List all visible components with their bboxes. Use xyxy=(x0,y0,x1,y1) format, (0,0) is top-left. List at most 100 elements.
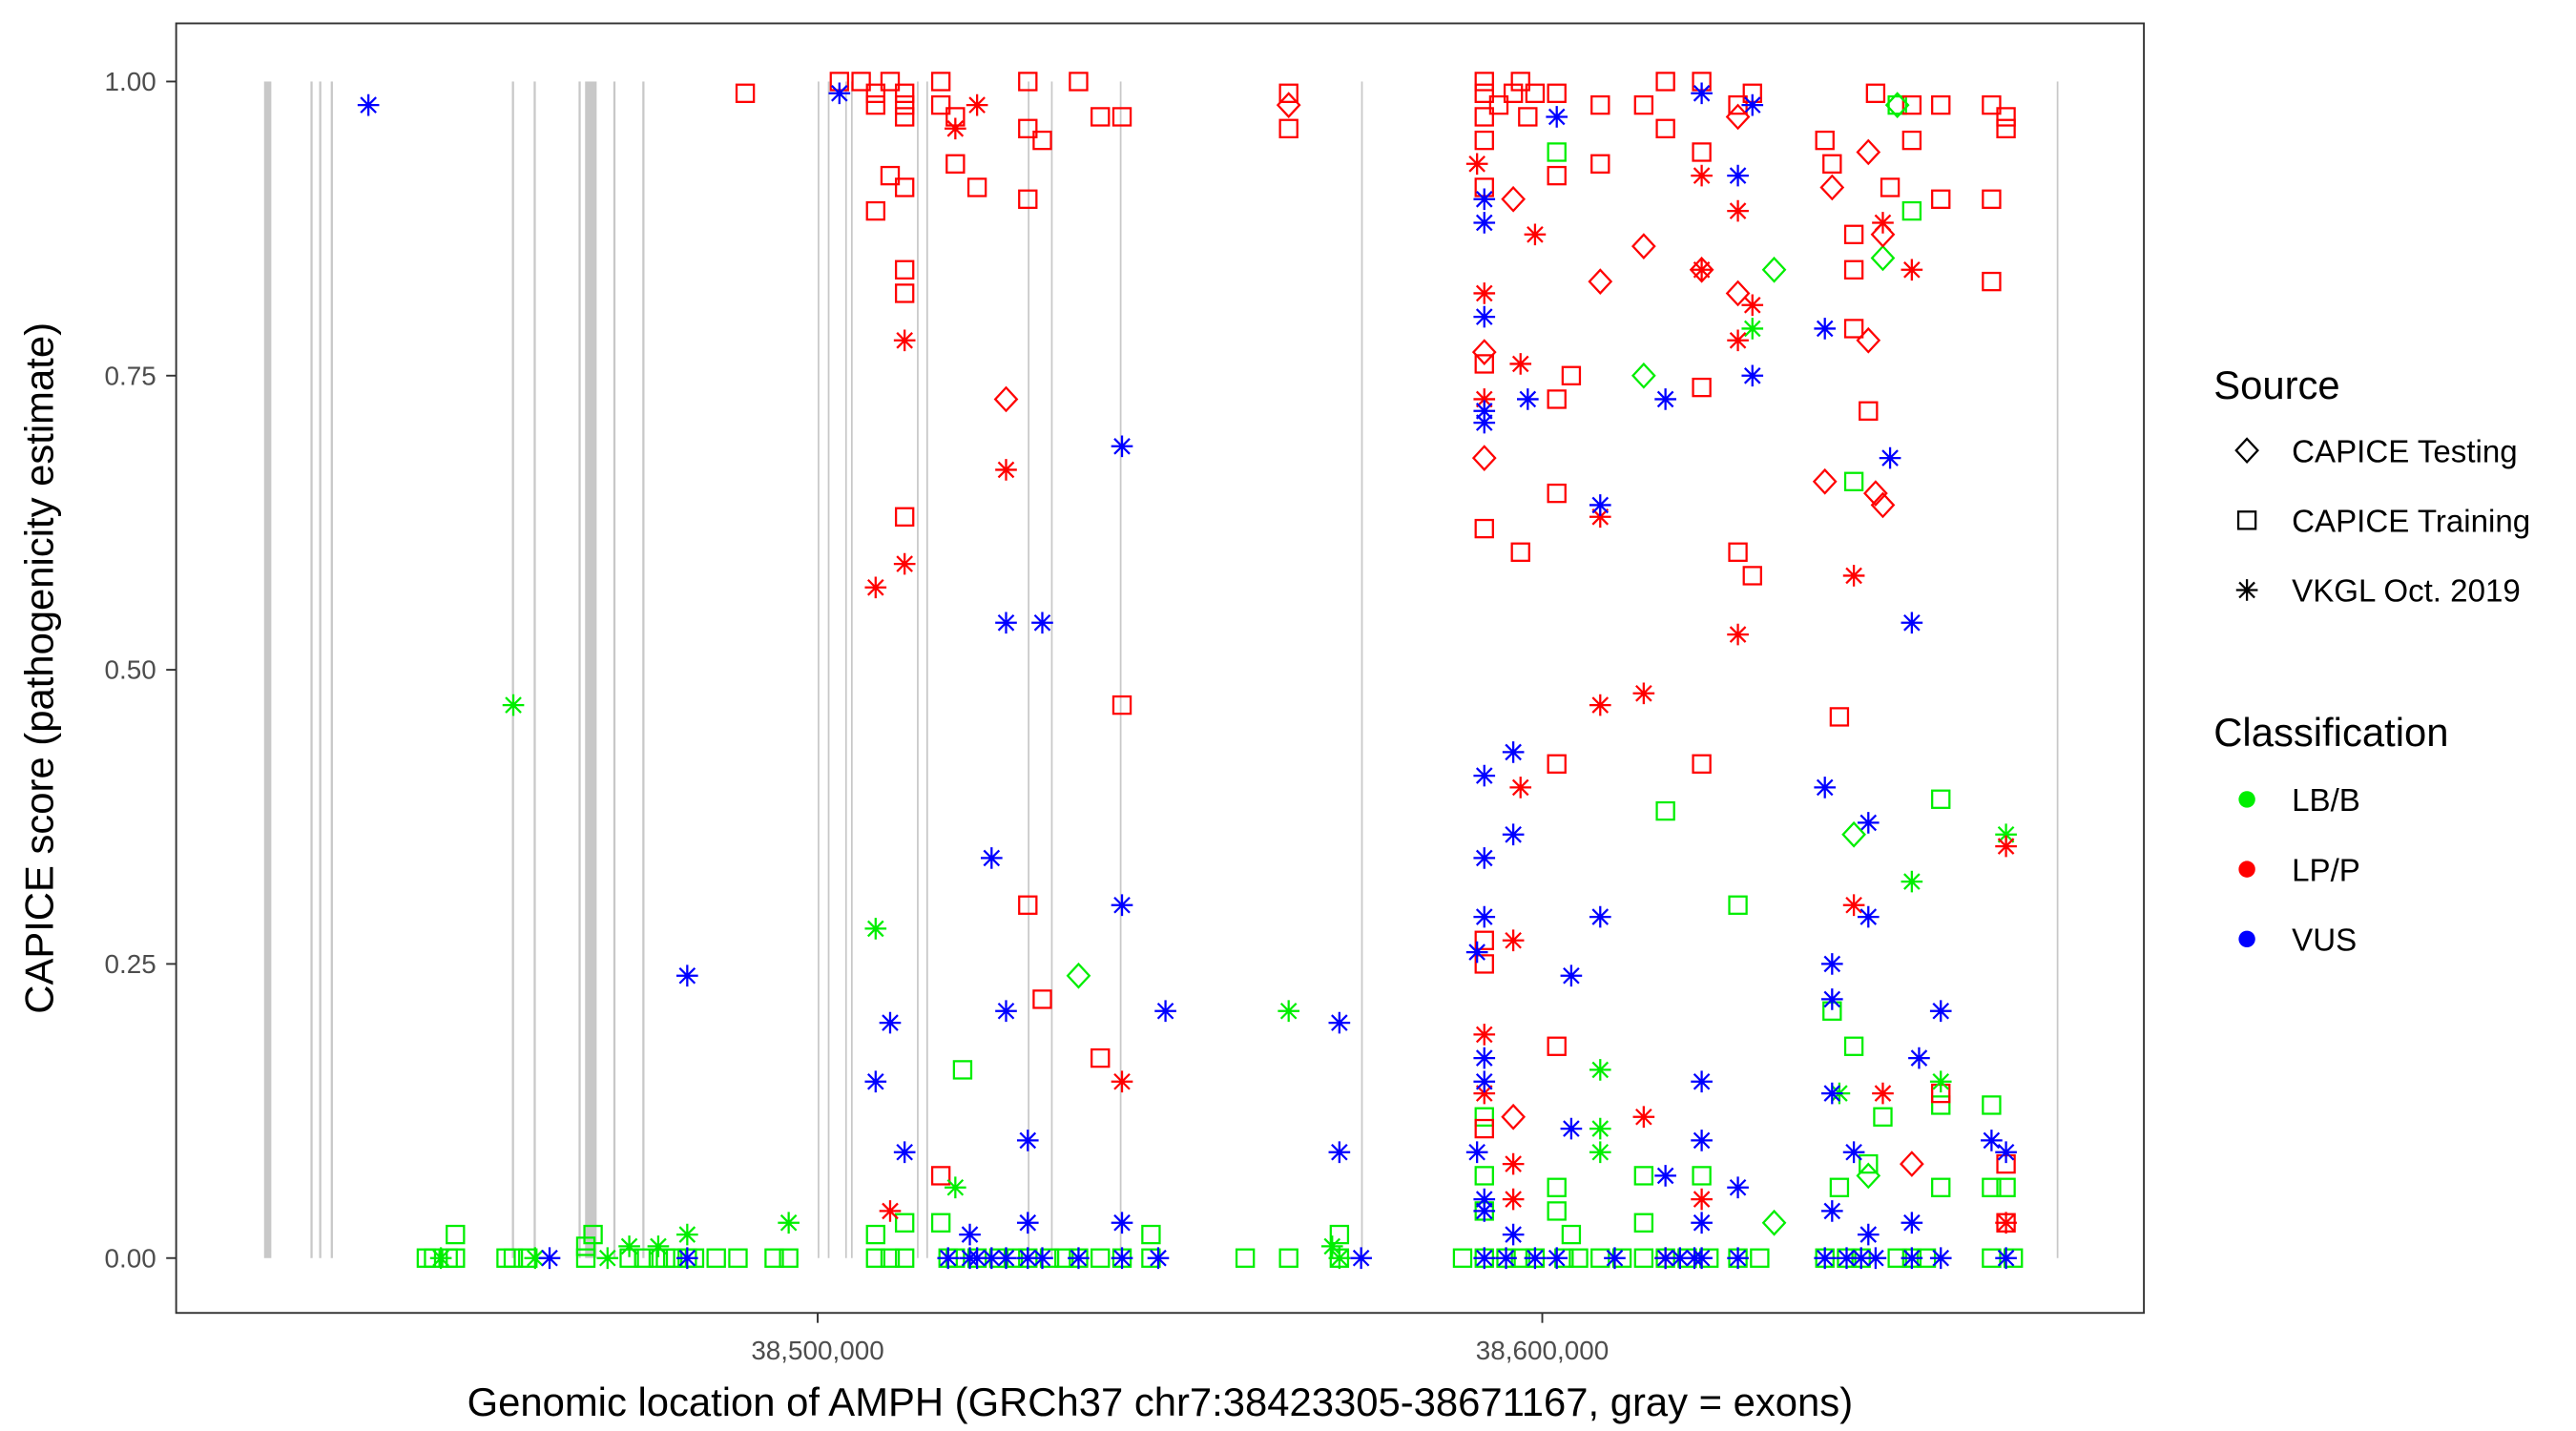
point-asterisk-lp-p xyxy=(945,117,966,140)
point-square-lp-p xyxy=(1032,989,1052,1009)
point-square-lb-b xyxy=(1931,1095,1951,1115)
point-square-lp-p xyxy=(1547,754,1567,774)
point-asterisk-vus xyxy=(1836,1247,1858,1270)
point-asterisk-vus xyxy=(1328,1011,1351,1034)
point-asterisk-vus xyxy=(1814,318,1837,340)
point-square-lp-p xyxy=(1547,483,1567,504)
point-diamond-lb-b xyxy=(1761,1209,1787,1236)
point-square-lp-p xyxy=(735,83,756,103)
point-square-lb-b xyxy=(1829,1177,1850,1197)
point-square-lp-p xyxy=(1503,83,1524,103)
point-asterisk-lb-b xyxy=(864,918,887,940)
point-square-lp-p xyxy=(1278,118,1298,138)
point-asterisk-vus xyxy=(1879,446,1901,469)
point-asterisk-lp-p xyxy=(1509,777,1532,798)
point-square-lp-p xyxy=(1901,94,1922,115)
legend-square-icon xyxy=(2236,510,2257,530)
exon-line xyxy=(850,81,853,1258)
point-asterisk-vus xyxy=(1842,1141,1865,1164)
legend-class-label: VUS xyxy=(2292,923,2357,958)
point-diamond-lp-p xyxy=(1863,480,1888,507)
point-diamond-lp-p xyxy=(1588,268,1613,295)
point-diamond-lp-p xyxy=(1856,138,1881,166)
point-asterisk-lb-b xyxy=(778,1212,800,1234)
point-asterisk-lb-b xyxy=(1589,1059,1611,1081)
point-square-lp-p xyxy=(880,72,901,92)
exon-line xyxy=(511,81,514,1258)
point-square-lb-b xyxy=(1235,1248,1256,1268)
point-asterisk-lp-p xyxy=(995,459,1017,481)
point-asterisk-vus xyxy=(1820,1082,1843,1105)
point-asterisk-vus xyxy=(1111,1247,1133,1270)
point-asterisk-lb-b xyxy=(502,694,525,716)
exon-line xyxy=(263,81,272,1258)
point-asterisk-vus xyxy=(1473,400,1496,423)
point-asterisk-vus xyxy=(1814,777,1837,798)
point-square-lb-b xyxy=(1329,1224,1350,1245)
point-diamond-lb-b xyxy=(1870,244,1896,272)
point-square-lp-p xyxy=(1561,365,1582,385)
point-asterisk-vus xyxy=(937,1247,960,1270)
point-asterisk-vus xyxy=(1016,1247,1039,1270)
point-asterisk-vus xyxy=(1016,1130,1039,1151)
point-square-lb-b xyxy=(1547,1177,1567,1197)
point-asterisk-vus xyxy=(1901,1212,1923,1234)
point-square-lb-b xyxy=(1568,1248,1589,1268)
point-square-lp-p xyxy=(865,83,885,103)
point-asterisk-vus xyxy=(1111,435,1133,458)
data-points xyxy=(357,72,2024,1270)
point-square-lp-p xyxy=(1815,130,1835,151)
point-asterisk-lp-p xyxy=(1727,199,1749,222)
point-square-lb-b xyxy=(1561,1224,1582,1245)
point-square-lb-b xyxy=(1887,94,1907,115)
legend-dot-icon xyxy=(2238,930,2255,947)
point-square-lb-b xyxy=(1750,1248,1770,1268)
point-asterisk-lb-b xyxy=(1901,870,1923,893)
point-square-lp-p xyxy=(1982,94,2002,115)
point-square-lp-p xyxy=(1091,1047,1111,1068)
point-diamond-lp-p xyxy=(1689,256,1714,283)
point-asterisk-vus xyxy=(1328,1141,1351,1164)
point-square-lp-p xyxy=(865,94,885,115)
point-square-lb-b xyxy=(1996,1177,2016,1197)
point-asterisk-vus xyxy=(966,1247,988,1270)
point-square-lb-b xyxy=(1728,895,1748,915)
point-square-lp-p xyxy=(1547,1036,1567,1056)
point-asterisk-lp-p xyxy=(1111,1070,1133,1093)
point-asterisk-vus xyxy=(676,964,698,987)
point-square-lp-p xyxy=(1843,259,1864,280)
point-asterisk-lp-p xyxy=(1842,894,1865,917)
point-diamond-lb-b xyxy=(1841,820,1866,848)
point-asterisk-vus xyxy=(1147,1247,1170,1270)
point-asterisk-lp-p xyxy=(1524,223,1547,246)
x-axis: 38,500,000 38,600,000 xyxy=(751,1313,1609,1365)
point-asterisk-vus xyxy=(1981,1130,2003,1151)
point-square-lp-p xyxy=(1111,107,1132,127)
point-asterisk-lp-p xyxy=(1741,294,1764,317)
point-asterisk-lb-b xyxy=(596,1247,619,1270)
point-asterisk-vus xyxy=(1031,612,1053,634)
point-asterisk-lp-p xyxy=(1509,353,1532,375)
point-asterisk-lp-p xyxy=(1473,1082,1496,1105)
point-square-lb-b xyxy=(1873,1107,1893,1127)
point-asterisk-vus xyxy=(1929,1000,1952,1023)
exon-line xyxy=(917,81,919,1258)
point-asterisk-vus xyxy=(1654,1165,1676,1187)
point-square-lp-p xyxy=(1859,401,1879,421)
point-square-lp-p xyxy=(1474,130,1494,151)
point-asterisk-lb-b xyxy=(1589,1141,1611,1164)
point-asterisk-lb-b xyxy=(1589,1117,1611,1140)
point-asterisk-vus xyxy=(1473,1247,1496,1270)
point-square-lp-p xyxy=(1931,189,1951,209)
point-asterisk-vus xyxy=(1589,905,1611,928)
point-square-lb-b xyxy=(446,1224,466,1245)
point-square-lb-b xyxy=(634,1248,654,1268)
point-square-lb-b xyxy=(1141,1224,1161,1245)
point-square-lp-p xyxy=(1996,118,2016,138)
point-asterisk-vus xyxy=(1654,388,1676,410)
point-asterisk-lb-b xyxy=(1741,318,1764,340)
point-square-lp-p xyxy=(1692,377,1712,398)
point-square-lp-p xyxy=(1474,518,1494,539)
point-diamond-lp-p xyxy=(1725,103,1751,131)
point-square-lp-p xyxy=(1018,72,1038,92)
